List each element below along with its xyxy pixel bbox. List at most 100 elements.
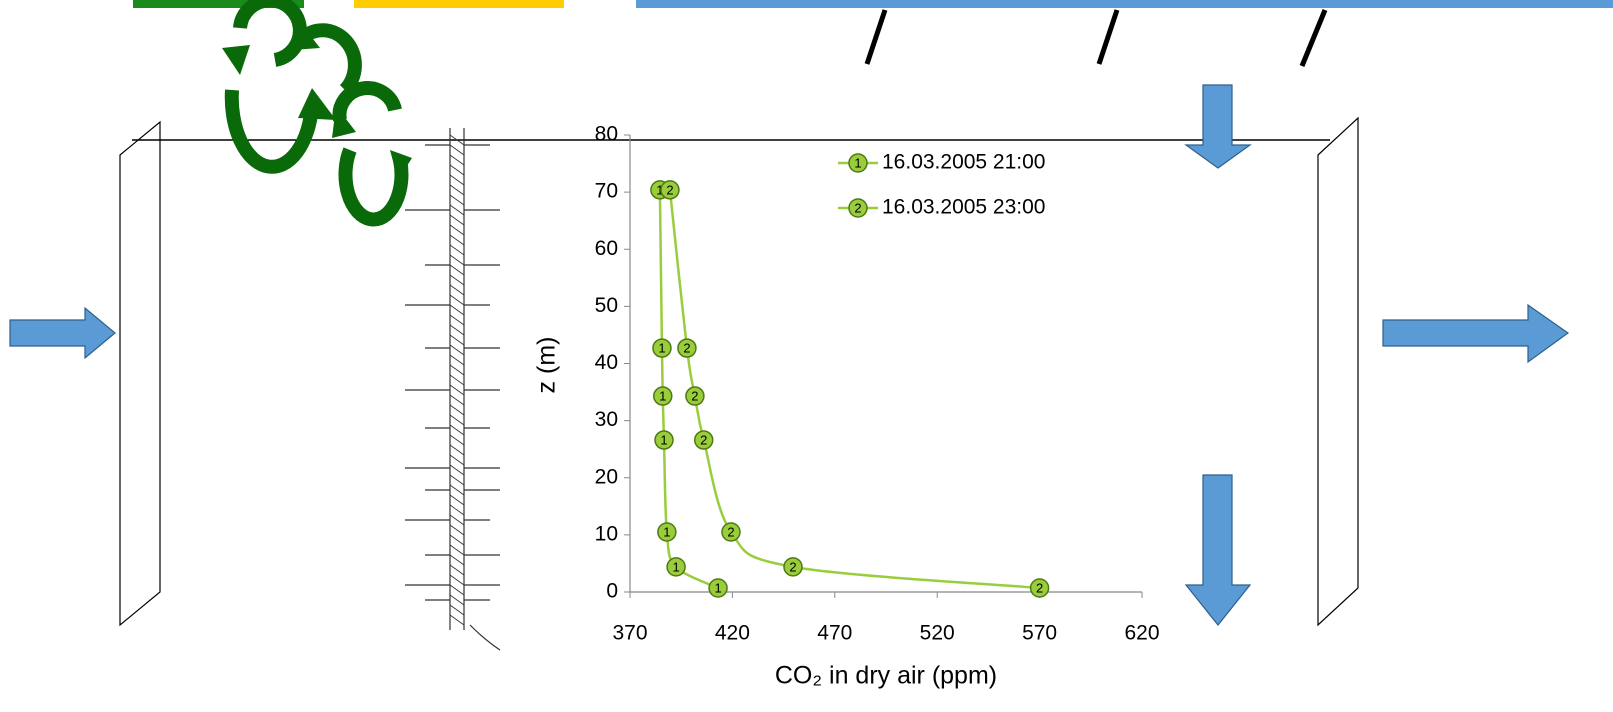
marker-label: 2 bbox=[854, 200, 861, 215]
y-tick-label: 40 bbox=[595, 351, 618, 374]
series-line bbox=[668, 189, 1040, 590]
marker-label: 2 bbox=[691, 388, 698, 403]
marker bbox=[783, 557, 803, 577]
tower-brace bbox=[449, 504, 465, 516]
marker-label: 2 bbox=[683, 341, 690, 356]
tower-brace bbox=[449, 344, 465, 356]
x-tick-label: 620 bbox=[1124, 622, 1159, 645]
tower-brace bbox=[449, 424, 465, 436]
tower-brace bbox=[449, 294, 465, 306]
marker bbox=[708, 578, 728, 598]
tower-brace bbox=[449, 214, 465, 226]
tower-brace bbox=[449, 224, 465, 236]
tower-brace bbox=[449, 234, 465, 246]
tower-brace bbox=[449, 594, 465, 606]
marker-label: 1 bbox=[854, 155, 861, 170]
tower-brace bbox=[449, 564, 465, 576]
y-tick-label: 50 bbox=[595, 294, 618, 317]
marker bbox=[653, 386, 673, 406]
marker-label: 2 bbox=[727, 524, 734, 539]
tower-brace bbox=[449, 284, 465, 296]
marker bbox=[848, 198, 868, 218]
tower-cable bbox=[469, 624, 501, 651]
right-panel bbox=[1317, 116, 1359, 627]
x-tick-label: 370 bbox=[612, 622, 647, 645]
marker-label: 1 bbox=[658, 341, 665, 356]
y-tick-label: 80 bbox=[595, 123, 618, 146]
tower-brace bbox=[449, 394, 465, 406]
legend-label: 16.03.2005 23:00 bbox=[882, 196, 1046, 219]
marker bbox=[657, 522, 677, 542]
y-tick-label: 0 bbox=[606, 580, 618, 603]
tower-brace bbox=[449, 454, 465, 466]
tower-brace bbox=[449, 154, 465, 166]
tower-brace bbox=[449, 404, 465, 416]
rain-strokes bbox=[864, 9, 1328, 67]
y-tick-label: 20 bbox=[595, 465, 618, 488]
marker-label: 1 bbox=[656, 182, 663, 197]
tower-brace bbox=[449, 574, 465, 586]
green-bar bbox=[133, 0, 304, 8]
tower-brace bbox=[449, 444, 465, 456]
tower-brace bbox=[449, 524, 465, 536]
tower-brace bbox=[449, 134, 465, 146]
tower-brace bbox=[449, 244, 465, 256]
marker-label: 1 bbox=[663, 524, 670, 539]
x-tick-label: 470 bbox=[817, 622, 852, 645]
marker-label: 2 bbox=[700, 432, 707, 447]
tower-brace bbox=[449, 274, 465, 286]
marker bbox=[685, 386, 705, 406]
x-tick-label: 570 bbox=[1022, 622, 1057, 645]
x-tick-label: 520 bbox=[920, 622, 955, 645]
tower-brace bbox=[449, 194, 465, 206]
tower-brace bbox=[449, 164, 465, 176]
tower-brace bbox=[449, 614, 465, 626]
y-tick-label: 10 bbox=[595, 522, 618, 545]
yellow-bar bbox=[354, 0, 564, 8]
tower-brace bbox=[449, 514, 465, 526]
tower-brace bbox=[449, 384, 465, 396]
left-panel bbox=[119, 120, 161, 627]
tower-brace bbox=[449, 494, 465, 506]
tower-brace bbox=[449, 184, 465, 196]
tower-brace bbox=[449, 144, 465, 156]
x-tick-label: 420 bbox=[715, 622, 750, 645]
tower-brace bbox=[449, 204, 465, 216]
marker-label: 1 bbox=[660, 432, 667, 447]
marker bbox=[721, 522, 741, 542]
marker-label: 2 bbox=[789, 559, 796, 574]
flux-arrows bbox=[9, 84, 1570, 626]
tower-brace bbox=[449, 254, 465, 266]
chart: CO₂ in dry air (ppm) z (m) 0 10 20 30 40 50 60… bbox=[533, 123, 1160, 690]
legend-label: 16.03.2005 21:00 bbox=[882, 151, 1046, 174]
tower-brace bbox=[449, 604, 465, 616]
tower-brace bbox=[449, 354, 465, 366]
tower-brace bbox=[449, 304, 465, 316]
marker bbox=[1029, 578, 1050, 598]
marker bbox=[848, 153, 868, 173]
marker bbox=[666, 557, 686, 577]
tower-brace bbox=[449, 174, 465, 186]
eddy-heads bbox=[222, 22, 412, 180]
y-axis-title: z (m) bbox=[533, 337, 561, 394]
marker bbox=[660, 180, 680, 200]
tower-brace bbox=[449, 314, 465, 326]
tower-brace bbox=[449, 434, 465, 446]
marker-label: 1 bbox=[714, 580, 721, 595]
y-tick-label: 30 bbox=[595, 408, 618, 431]
marker-label: 2 bbox=[666, 182, 673, 197]
tower bbox=[405, 128, 501, 651]
marker bbox=[652, 338, 672, 358]
y-tick-label: 70 bbox=[595, 180, 618, 203]
y-tick-label: 60 bbox=[595, 237, 618, 260]
tower-brace bbox=[449, 474, 465, 486]
marker bbox=[677, 338, 697, 358]
tower-brace bbox=[449, 484, 465, 496]
marker-label: 1 bbox=[659, 388, 666, 403]
tower-brace bbox=[449, 374, 465, 386]
tower-brace bbox=[449, 264, 465, 276]
tower-brace bbox=[449, 534, 465, 546]
marker bbox=[693, 430, 714, 450]
